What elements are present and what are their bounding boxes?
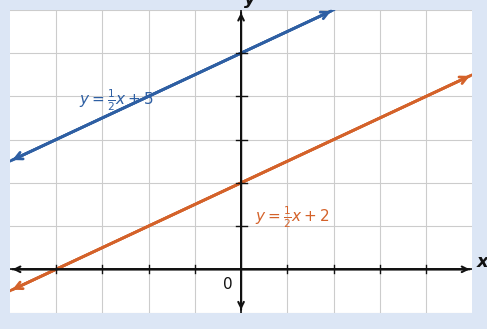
Text: $y = \frac{1}{2}x + 2$: $y = \frac{1}{2}x + 2$: [255, 205, 330, 230]
Text: $y = \frac{1}{2}x + 5$: $y = \frac{1}{2}x + 5$: [79, 88, 154, 114]
Text: 0: 0: [223, 277, 233, 292]
Text: y: y: [244, 0, 255, 8]
Text: x: x: [477, 253, 487, 270]
